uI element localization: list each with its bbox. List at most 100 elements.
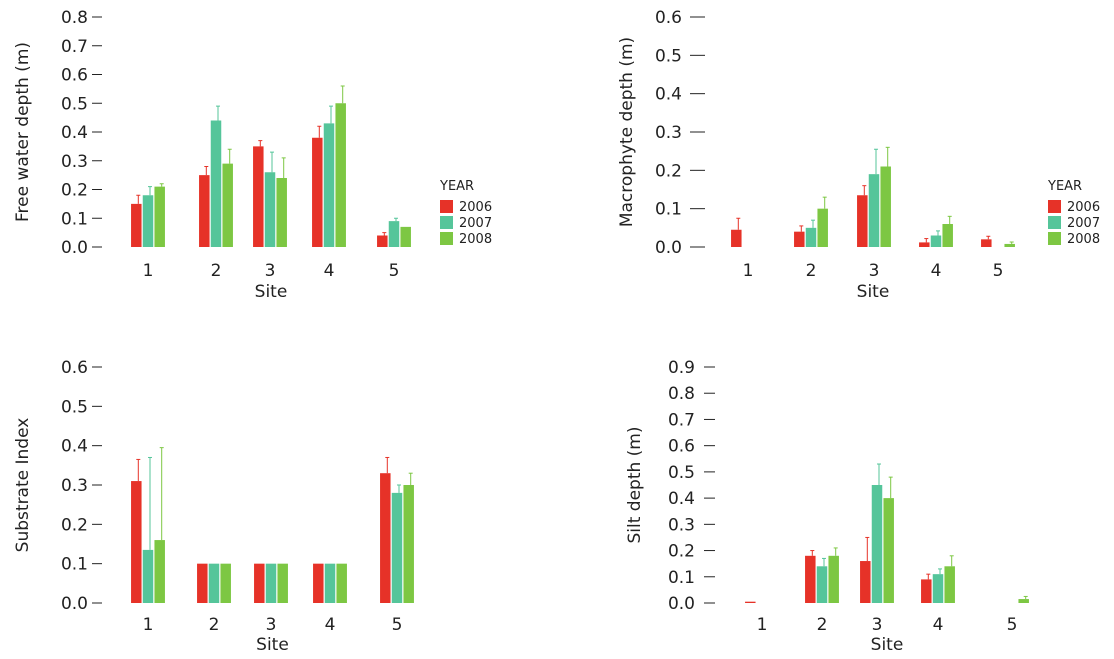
legend-swatch-2007 (440, 216, 453, 229)
bar-2006-site-3 (857, 195, 868, 247)
bar-2006-site-2 (794, 231, 805, 247)
bar-2008-site-3 (883, 498, 894, 603)
x-axis-label: Site (857, 282, 890, 302)
y-tick-label: 0.5 (668, 463, 695, 483)
legend-swatch-2006 (440, 200, 453, 213)
bar-2006-site-4 (312, 137, 323, 247)
x-tick-label: 3 (265, 261, 276, 281)
y-tick-label: 0.0 (61, 594, 88, 614)
legend-label-2008: 2008 (1067, 232, 1100, 247)
y-tick-label: 0.4 (61, 123, 88, 143)
y-tick-label: 0.5 (61, 94, 88, 114)
x-tick-label: 1 (743, 261, 754, 281)
bar-2008-site-3 (880, 166, 891, 247)
bar-2008-site-2 (222, 163, 233, 247)
y-axis-label: Macrophyte depth (m) (617, 37, 637, 227)
bar-2007-site-2 (805, 227, 817, 247)
y-tick-label: 0.1 (655, 200, 682, 220)
x-tick-label: 3 (869, 261, 880, 281)
bar-2008-site-2 (817, 208, 828, 247)
bar-2008-site-4 (335, 103, 346, 247)
bar-2007-site-3 (868, 174, 880, 247)
bar-2006-site-2 (199, 175, 210, 247)
bar-2008-site-4 (944, 566, 955, 603)
bar-2006-site-5 (981, 239, 992, 247)
y-tick-label: 0.3 (655, 123, 682, 143)
y-tick-label: 0.5 (655, 46, 682, 66)
bar-2008-site-2 (828, 555, 839, 603)
bar-2006-site-2 (197, 563, 208, 603)
y-tick-label: 0.9 (668, 358, 695, 378)
y-tick-label: 0.0 (61, 238, 88, 258)
x-tick-label: 1 (143, 261, 154, 281)
x-tick-label: 2 (817, 615, 828, 635)
legend-label-2007: 2007 (1067, 216, 1100, 231)
bar-2008-site-4 (942, 224, 953, 247)
y-tick-label: 0.2 (668, 542, 695, 562)
bar-2008-site-5 (1004, 243, 1015, 247)
bar-2008-site-1 (154, 186, 165, 247)
legend-swatch-2006 (1048, 200, 1061, 213)
bar-2006-site-1 (745, 601, 756, 603)
y-tick-label: 0.3 (61, 476, 88, 496)
y-tick-label: 0.0 (668, 594, 695, 614)
y-tick-label: 0.4 (655, 85, 682, 105)
bar-2007-site-5 (391, 492, 403, 603)
legend-swatch-2008 (1048, 232, 1061, 245)
legend-label-2006: 2006 (459, 200, 492, 215)
y-tick-label: 0.7 (61, 37, 88, 57)
y-tick-label: 0.5 (61, 397, 88, 417)
bar-2008-site-5 (403, 485, 414, 603)
y-tick-label: 0.3 (668, 515, 695, 535)
x-tick-label: 4 (933, 615, 944, 635)
x-tick-label: 5 (993, 261, 1004, 281)
y-tick-label: 0.8 (61, 8, 88, 28)
x-tick-label: 5 (389, 261, 400, 281)
legend-swatch-2007 (1048, 216, 1061, 229)
y-tick-label: 0.8 (668, 384, 695, 404)
bar-2007-site-1 (142, 549, 154, 603)
x-tick-label: 3 (872, 615, 883, 635)
bar-2007-site-2 (208, 563, 220, 603)
bar-2006-site-3 (253, 146, 264, 247)
y-tick-label: 0.1 (668, 568, 695, 588)
x-tick-label: 2 (211, 261, 222, 281)
x-tick-label: 1 (143, 615, 154, 635)
legend-title: YEAR (1047, 179, 1082, 194)
bar-2006-site-1 (731, 229, 742, 247)
y-tick-label: 0.6 (61, 358, 88, 378)
x-tick-label: 5 (392, 615, 403, 635)
y-axis-label: Silt depth (m) (625, 426, 645, 543)
bar-2006-site-1 (131, 481, 142, 603)
y-tick-label: 0.6 (61, 66, 88, 86)
x-axis-label: Site (871, 635, 904, 655)
bar-2007-site-3 (871, 485, 883, 603)
y-axis-label: Substrate Index (13, 418, 33, 553)
y-tick-label: 0.2 (61, 515, 88, 535)
y-tick-label: 0.4 (61, 437, 88, 457)
bar-2006-site-4 (313, 563, 324, 603)
bar-2006-site-5 (377, 235, 388, 247)
y-tick-label: 0.6 (655, 8, 682, 28)
legend-title: YEAR (439, 179, 474, 194)
y-tick-label: 0.3 (61, 152, 88, 172)
bar-2008-site-1 (154, 540, 165, 603)
bar-2008-site-2 (220, 563, 231, 603)
bar-2008-site-5 (1018, 599, 1029, 603)
legend-label-2006: 2006 (1067, 200, 1100, 215)
x-tick-label: 5 (1007, 615, 1018, 635)
bar-2006-site-2 (805, 555, 816, 603)
bar-2007-site-1 (142, 195, 154, 247)
x-axis-label: Site (256, 635, 289, 655)
legend-label-2008: 2008 (459, 232, 492, 247)
y-axis-label: Free water depth (m) (13, 42, 33, 222)
bar-2007-site-4 (930, 235, 942, 247)
x-tick-label: 4 (325, 615, 336, 635)
bar-2008-site-5 (400, 226, 411, 247)
bar-2007-site-3 (264, 172, 276, 247)
bar-2007-site-2 (816, 566, 828, 603)
x-tick-label: 2 (806, 261, 817, 281)
y-tick-label: 0.0 (655, 238, 682, 258)
bar-2006-site-3 (860, 561, 871, 603)
bar-2007-site-2 (210, 120, 222, 247)
